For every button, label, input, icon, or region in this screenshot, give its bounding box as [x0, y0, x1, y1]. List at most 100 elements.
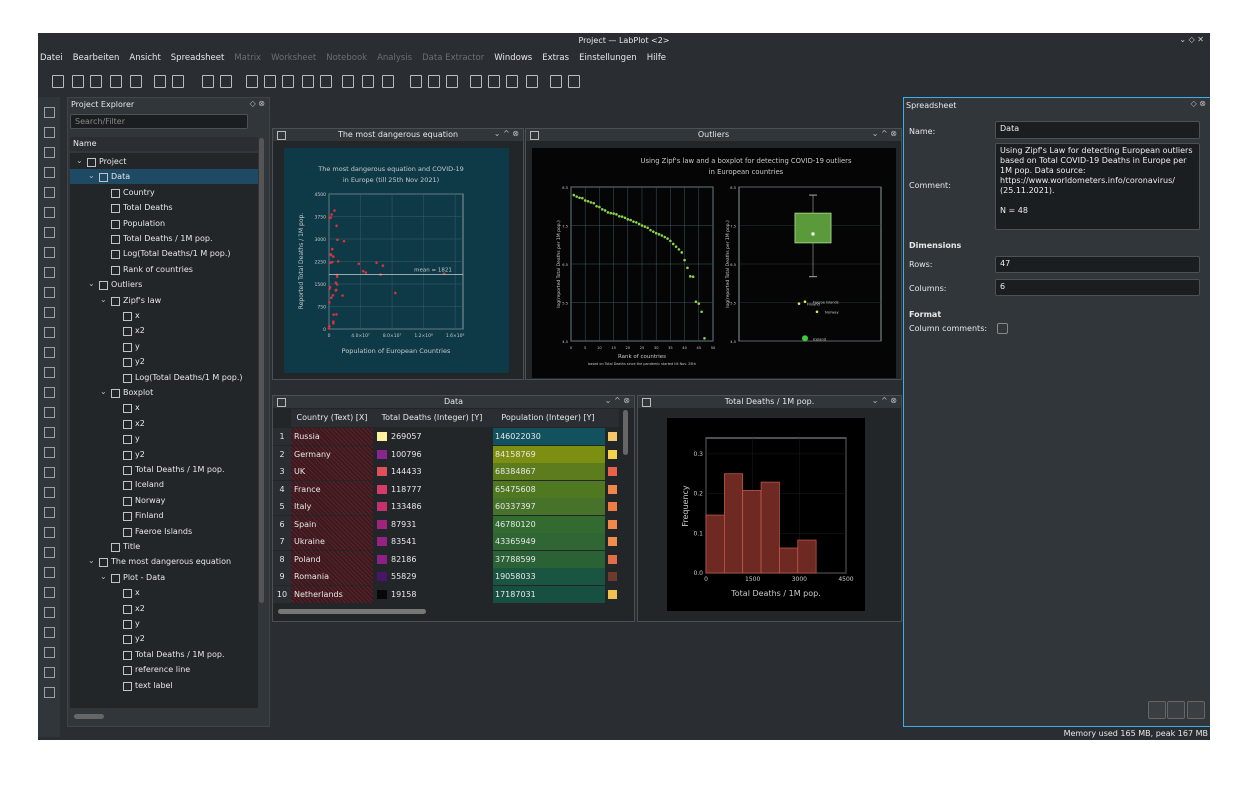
menu-item[interactable]: Extras	[542, 53, 570, 63]
cell[interactable]: Italy	[291, 498, 373, 515]
tool-button[interactable]	[44, 687, 55, 698]
toolbar-button[interactable]	[470, 75, 482, 88]
cell[interactable]: Ukraine	[291, 533, 373, 550]
window-controls[interactable]: ⌄ ^ ⊗	[493, 129, 519, 138]
menu-item[interactable]: Bearbeiten	[72, 53, 120, 63]
tree-row[interactable]: ⌄ Zipf's law	[70, 293, 258, 308]
cell[interactable]: 46780120	[493, 515, 605, 533]
scrollbar[interactable]	[259, 138, 264, 603]
tool-button[interactable]	[44, 567, 55, 578]
toolbar-button[interactable]	[382, 75, 394, 88]
tool-button[interactable]	[44, 587, 55, 598]
toolbar-button[interactable]	[202, 75, 214, 88]
toolbar-button[interactable]	[154, 75, 166, 88]
scrollbar[interactable]	[623, 410, 628, 455]
cell[interactable]: 84158769	[493, 445, 605, 463]
tool-button[interactable]	[44, 547, 55, 558]
cell[interactable]: Romania	[291, 568, 373, 585]
tree-row[interactable]: Total Deaths / 1M pop.	[70, 231, 258, 246]
cell[interactable]: 100796	[391, 449, 422, 459]
tree-row[interactable]: x	[70, 585, 258, 600]
toolbar-button[interactable]	[526, 75, 538, 88]
toolbar-button[interactable]	[264, 75, 276, 88]
menu-item[interactable]: Windows	[494, 53, 533, 63]
tree-row[interactable]: Norway	[70, 493, 258, 508]
tool-button[interactable]	[44, 267, 55, 278]
scrollbar[interactable]	[74, 714, 104, 719]
toolbar-button[interactable]	[550, 75, 562, 88]
column-header[interactable]: Population (Integer) [Y]	[491, 409, 606, 427]
cell[interactable]: 118777	[391, 484, 422, 494]
tool-button[interactable]	[44, 507, 55, 518]
cell[interactable]: Germany	[291, 445, 373, 463]
tool-button[interactable]	[44, 627, 55, 638]
cell[interactable]: 144433	[391, 467, 422, 476]
menu-item[interactable]: Analysis	[377, 53, 413, 63]
tool-button[interactable]	[44, 307, 55, 318]
toolbar-button[interactable]	[302, 75, 314, 88]
toolbar-button[interactable]	[320, 75, 332, 88]
cell[interactable]: 60337397	[493, 498, 605, 515]
cell[interactable]: 55829	[391, 572, 417, 581]
cell[interactable]: Poland	[291, 550, 373, 568]
cell[interactable]: 133486	[391, 502, 422, 511]
tool-button[interactable]	[44, 287, 55, 298]
toolbar-button[interactable]	[506, 75, 518, 88]
menu-item[interactable]: Ansicht	[129, 53, 161, 63]
spin-box[interactable]: 6	[995, 279, 1200, 296]
tree-row[interactable]: Finland	[70, 508, 258, 523]
tree-row[interactable]: y	[70, 431, 258, 446]
menu-item[interactable]: Einstellungen	[579, 53, 637, 63]
panel-controls[interactable]: ◇ ⊗	[1190, 99, 1206, 108]
tree-row[interactable]: ⌄ Outliers	[70, 277, 258, 292]
toolbar-button[interactable]	[172, 75, 184, 88]
cell[interactable]: Russia	[291, 428, 373, 445]
button[interactable]	[1167, 701, 1185, 719]
toolbar-button[interactable]	[110, 75, 122, 88]
tool-button[interactable]	[44, 207, 55, 218]
tree-row[interactable]: x2	[70, 323, 258, 338]
toolbar-button[interactable]	[246, 75, 258, 88]
tool-button[interactable]	[44, 227, 55, 238]
tree-row[interactable]: y	[70, 616, 258, 631]
toolbar-button[interactable]	[568, 75, 580, 88]
tree-row[interactable]: y2	[70, 354, 258, 369]
tool-button[interactable]	[44, 327, 55, 338]
toolbar-button[interactable]	[90, 75, 102, 88]
toolbar-button[interactable]	[362, 75, 374, 88]
cell[interactable]: UK	[291, 463, 373, 480]
tree-row[interactable]: ⌄ Plot - Data	[70, 570, 258, 585]
menu-item[interactable]: Worksheet	[271, 53, 317, 63]
menu-item[interactable]: Data Extractor	[422, 53, 485, 63]
column-header[interactable]: Name	[70, 137, 258, 151]
cell[interactable]: 83541	[391, 537, 417, 546]
toolbar-button[interactable]	[220, 75, 232, 88]
tool-button[interactable]	[44, 387, 55, 398]
cell[interactable]: France	[291, 480, 373, 498]
cell[interactable]: Netherlands	[291, 585, 373, 603]
toolbar-button[interactable]	[428, 75, 440, 88]
window-controls[interactable]: ⌄ ^ ⊗	[604, 396, 630, 405]
toolbar-button[interactable]	[52, 75, 64, 88]
column-header[interactable]: Total Deaths (Integer) [Y]	[373, 409, 492, 427]
tool-button[interactable]	[44, 407, 55, 418]
cell[interactable]: 19058033	[493, 568, 605, 585]
tree-row[interactable]: Faeroe Islands	[70, 524, 258, 539]
tool-button[interactable]	[44, 447, 55, 458]
tree-row[interactable]: Total Deaths / 1M pop.	[70, 647, 258, 662]
window-controls[interactable]: ⌄ ◇ ✕	[1179, 35, 1204, 44]
tool-button[interactable]	[44, 187, 55, 198]
window-controls[interactable]: ⌄ ^ ⊗	[871, 396, 897, 405]
tree-row[interactable]: Country	[70, 185, 258, 200]
tree-row[interactable]: x	[70, 400, 258, 415]
tree-row[interactable]: Title	[70, 539, 258, 554]
tree-row[interactable]: Log(Total Deaths/1 M pop.)	[70, 370, 258, 385]
cell[interactable]: 43365949	[493, 533, 605, 550]
button[interactable]	[1187, 701, 1205, 719]
tree-row[interactable]: Iceland	[70, 477, 258, 492]
panel-controls[interactable]: ◇ ⊗	[249, 99, 265, 108]
menu-item[interactable]: Spreadsheet	[170, 53, 225, 63]
cell[interactable]: 37788599	[493, 550, 605, 568]
cell[interactable]: 87931	[391, 519, 417, 529]
cell[interactable]: 17187031	[493, 585, 605, 603]
